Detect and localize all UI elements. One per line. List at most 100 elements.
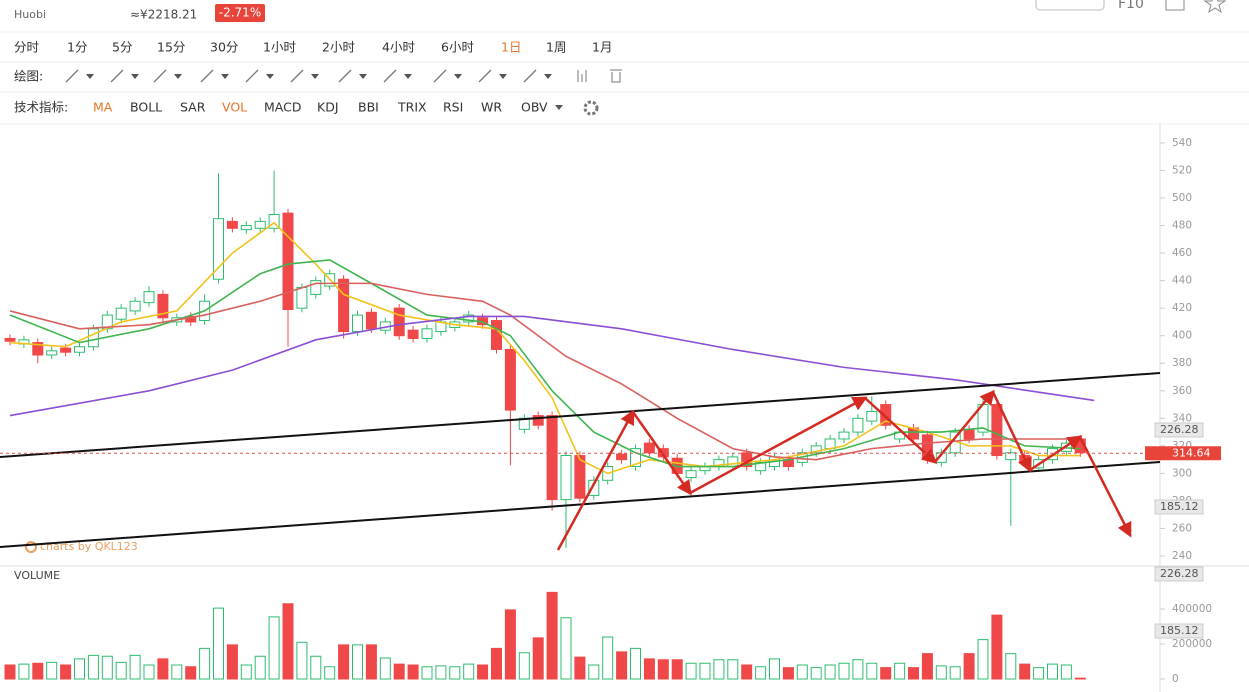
- volume-bar: [935, 665, 947, 680]
- volume-bar: [1074, 677, 1086, 680]
- period[interactable]: 分时: [14, 40, 40, 55]
- caret: [499, 74, 507, 79]
- settings-icon[interactable]: [583, 100, 599, 116]
- volume-bar: [755, 666, 767, 680]
- indicator[interactable]: OBV: [521, 100, 548, 115]
- volume-bar: [60, 664, 72, 680]
- candle-body: [213, 218, 224, 280]
- indicator[interactable]: SAR: [180, 100, 206, 115]
- volume-bar: [101, 655, 113, 680]
- volume-tick-label: 200000: [1172, 638, 1212, 650]
- volume-bar: [1005, 653, 1017, 680]
- candle-body: [282, 212, 294, 311]
- volume-bar: [449, 666, 461, 680]
- caret[interactable]: [555, 105, 563, 110]
- candle-body: [407, 329, 419, 339]
- volume-bar: [518, 652, 530, 680]
- tool-icon: [65, 69, 79, 83]
- caret: [404, 74, 412, 79]
- volume-bar: [18, 663, 30, 680]
- candle-body: [157, 293, 169, 319]
- y-tick-label: 500: [1172, 192, 1192, 204]
- tool-icon: [433, 69, 447, 83]
- ma-line: [9, 282, 1081, 461]
- period[interactable]: 1周: [546, 40, 566, 55]
- volume-bar: [421, 666, 433, 680]
- star-icon[interactable]: [1203, 0, 1227, 14]
- indicator[interactable]: RSI: [443, 100, 463, 115]
- volume-bar: [435, 665, 447, 680]
- exchange: Huobi: [14, 8, 46, 21]
- candle-body: [546, 415, 558, 501]
- candle-body: [504, 348, 516, 411]
- period[interactable]: 6小时: [441, 40, 474, 55]
- indicator[interactable]: MA: [93, 100, 113, 115]
- candle-body: [643, 442, 655, 454]
- axis-marker-box: [1154, 566, 1204, 582]
- indicator[interactable]: TRIX: [397, 100, 427, 115]
- period[interactable]: 1分: [67, 40, 87, 55]
- y-tick-label: 380: [1172, 357, 1192, 369]
- period[interactable]: 15分: [157, 40, 185, 55]
- indicator[interactable]: MACD: [264, 100, 301, 115]
- period[interactable]: 5分: [112, 40, 132, 55]
- watermark: charts by QKL123: [40, 540, 138, 553]
- volume-bar: [296, 641, 308, 680]
- indicator[interactable]: BBI: [358, 100, 379, 115]
- volume-title: VOLUME: [14, 569, 60, 582]
- caret: [544, 74, 552, 79]
- volume-bar: [796, 664, 808, 680]
- candle-body: [60, 347, 72, 353]
- y-tick-label: 340: [1172, 412, 1192, 424]
- volume-bar: [602, 636, 614, 680]
- indicator[interactable]: BOLL: [130, 100, 162, 115]
- f10[interactable]: F10: [1118, 0, 1144, 12]
- volume-bar: [685, 662, 697, 680]
- indicator[interactable]: VOL: [222, 100, 247, 115]
- volume-bar: [880, 667, 892, 680]
- candle-body: [87, 328, 99, 348]
- tool-icon: [383, 69, 397, 83]
- volume-bar: [921, 653, 933, 680]
- candle-body: [393, 307, 405, 337]
- period[interactable]: 1小时: [263, 40, 296, 55]
- tool-icon: [245, 69, 259, 83]
- candle-body: [866, 410, 878, 422]
- volume-bar: [963, 653, 975, 680]
- volume-bar: [908, 667, 919, 680]
- period[interactable]: 1月: [592, 40, 612, 55]
- tool-icon: [290, 69, 304, 83]
- candle-body: [365, 311, 377, 330]
- volume-bar: [157, 658, 169, 680]
- volume-tick-label: 400000: [1172, 603, 1212, 615]
- candle-body: [963, 428, 975, 440]
- ma-line: [9, 315, 1095, 417]
- volume-bar: [46, 661, 58, 680]
- param-button[interactable]: [1035, 0, 1105, 11]
- volume-bar: [185, 666, 197, 680]
- tool-icon: [523, 69, 537, 83]
- volume-bar: [671, 659, 683, 680]
- candle-body: [727, 456, 739, 468]
- ma-line: [9, 259, 1081, 468]
- last-price-box: [1145, 446, 1221, 461]
- indicator[interactable]: WR: [481, 100, 502, 115]
- period[interactable]: 30分: [210, 40, 238, 55]
- period-active[interactable]: 1日: [501, 40, 521, 55]
- volume-bar: [1047, 663, 1058, 680]
- tool-icon: [478, 69, 492, 83]
- volume-bar: [504, 609, 516, 680]
- candle-body: [129, 300, 141, 312]
- y-tick-label: 420: [1172, 302, 1192, 314]
- axis-marker-box: [1154, 422, 1204, 438]
- volume-bar: [240, 664, 252, 680]
- candle-body: [254, 220, 266, 229]
- period[interactable]: 4小时: [382, 40, 415, 55]
- period[interactable]: 2小时: [322, 40, 355, 55]
- volume-bar: [74, 658, 85, 680]
- fullscreen-icon[interactable]: [1165, 0, 1185, 11]
- candle-body: [991, 404, 1003, 457]
- indicator[interactable]: KDJ: [317, 100, 339, 115]
- y-tick-label: 540: [1172, 137, 1192, 149]
